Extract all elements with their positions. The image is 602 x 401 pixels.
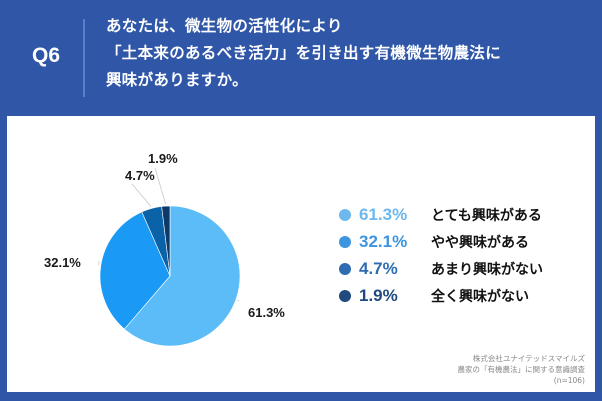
legend-label: あまり興味がない [431,262,543,278]
legend-dot-icon [339,263,351,275]
source-company: 株式会社ユナイテッドスマイルズ [472,354,585,363]
pie-label-4-7: 4.7% [125,168,155,183]
pie-leader-lines [98,167,240,302]
question-number: Q6 [31,44,60,67]
header-divider [83,19,85,97]
pie-chart [98,167,241,347]
chart-panel: 1.9% 4.7% 32.1% 61.3% 61.3% とても興味がある 32.… [7,116,595,392]
legend-value: 1.9% [359,286,398,305]
question-line-2: 「土本来のあるべき活力」を引き出す有機微生物農法に [106,44,502,62]
pie-slices [99,205,241,347]
pie-slice [99,211,171,330]
legend-label: とても興味がある [431,208,542,224]
legend-value: 32.1% [359,232,408,251]
legend-dot-icon [339,236,351,248]
legend-value: 4.7% [359,259,398,278]
source-sample-size: (n=106) [553,376,585,385]
legend-dot-icon [339,209,351,221]
pie-label-61-3: 61.3% [248,305,285,320]
pie-label-1-9: 1.9% [148,151,178,166]
pie-slice [161,205,171,277]
legend-value: 61.3% [359,205,408,224]
question-line-3: 興味がありますか。 [106,71,248,89]
legend-label: 全く興味がない [431,289,529,305]
pie-label-32-1: 32.1% [44,255,81,270]
question-line-1: あなたは、微生物の活性化により [106,17,343,35]
source-note: 株式会社ユナイテッドスマイルズ 農家の「有機農法」に関する意識調査 (n=106… [458,353,586,386]
legend-label: やや興味がある [431,235,529,251]
legend-dot-icon [339,290,351,302]
question-text: あなたは、微生物の活性化により 「土本来のあるべき活力」を引き出す有機微生物農法… [106,13,501,94]
source-survey: 農家の「有機農法」に関する意識調査 [457,365,586,374]
pie-slice [123,205,241,347]
